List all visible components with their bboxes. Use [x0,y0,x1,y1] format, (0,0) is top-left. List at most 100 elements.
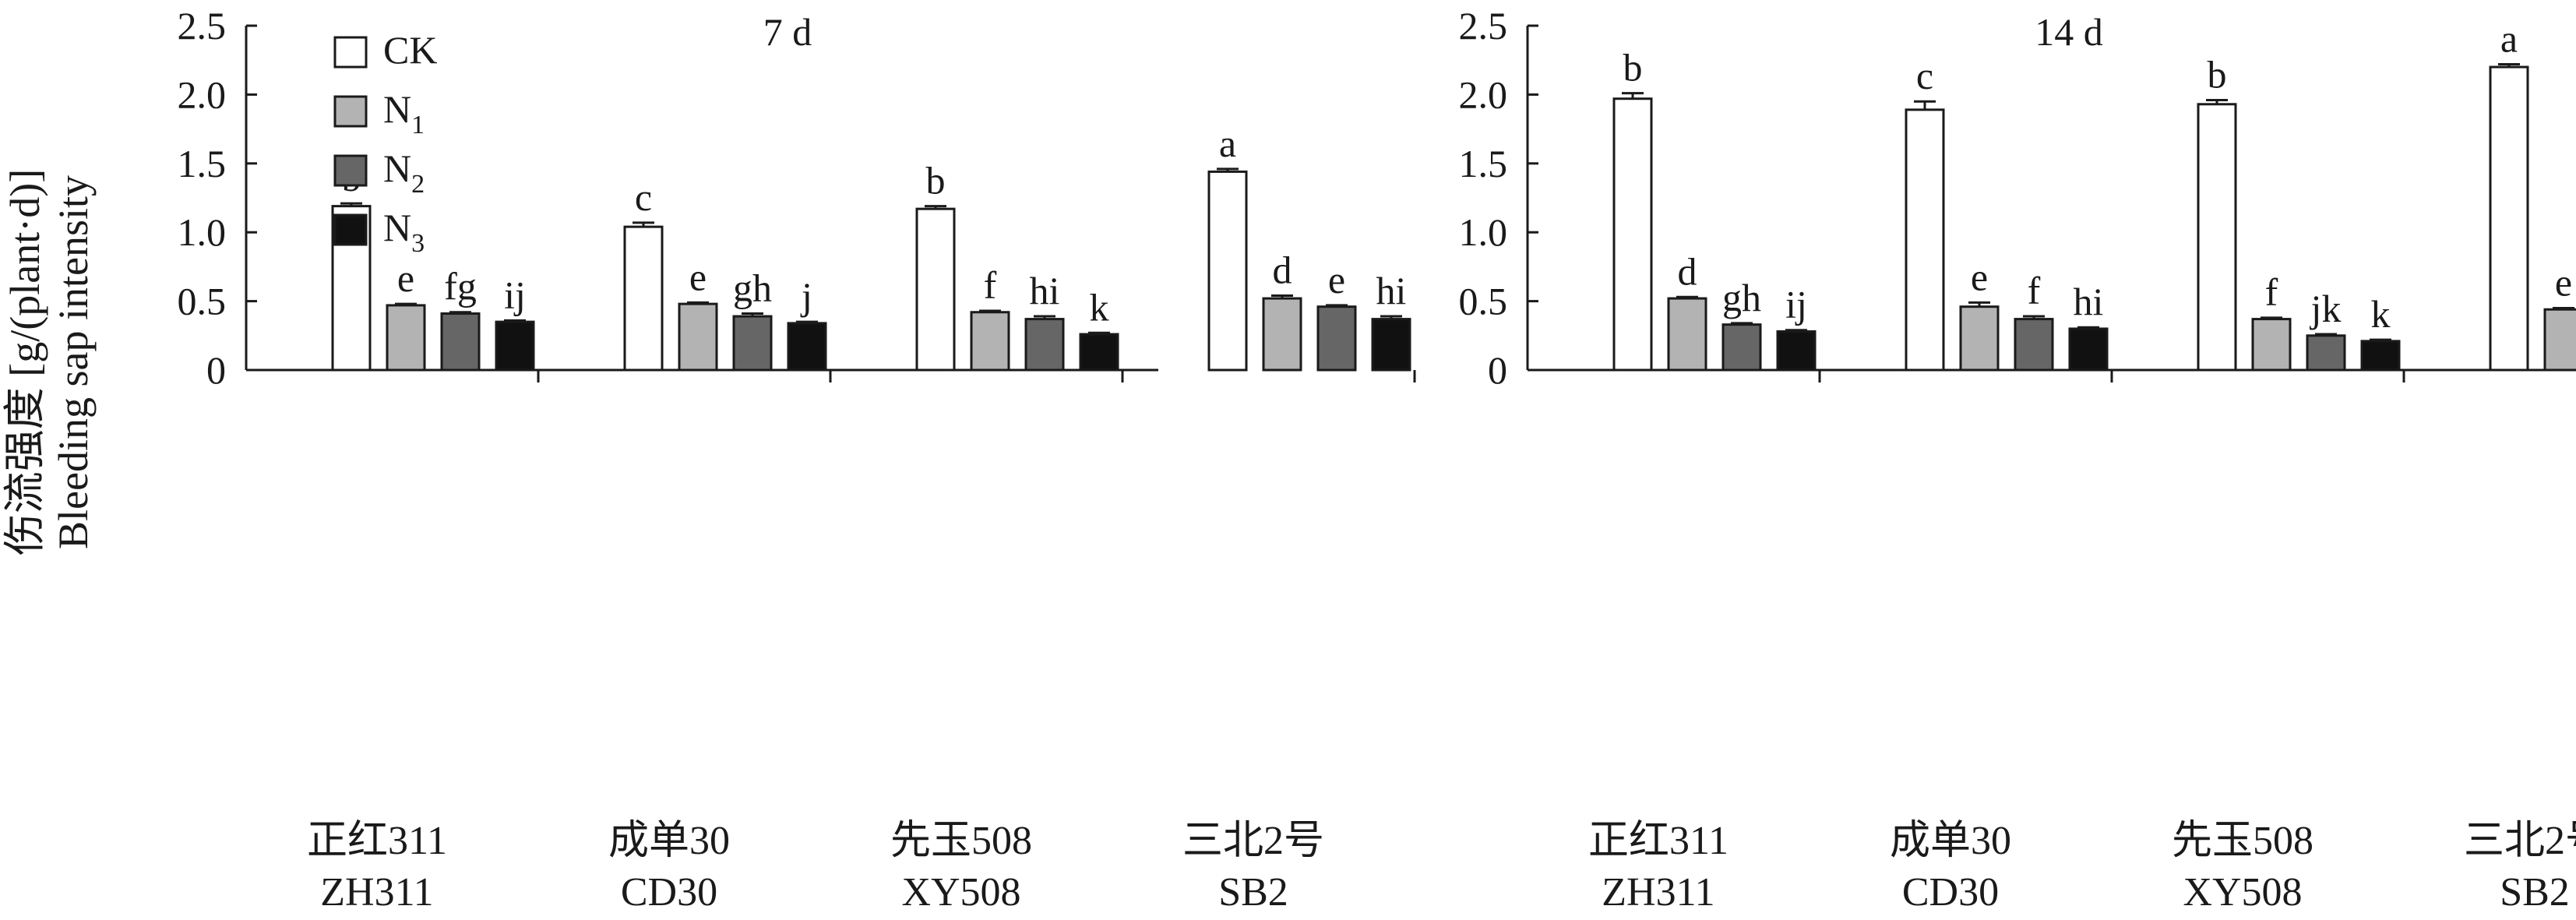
y-tick-label: 0.5 [1459,280,1508,323]
significance-label: a [2500,17,2518,61]
significance-label: b [926,159,946,203]
category-label-cn: 三北2号 [1182,819,1324,863]
significance-label: j [800,274,812,318]
y-tick-label: 2.5 [1459,4,1508,48]
significance-label: jk [2310,287,2342,330]
bar [2543,308,2576,372]
bar [1371,318,1411,372]
legend-label: N3 [383,206,425,258]
bar [440,312,481,372]
significance-label: fg [444,265,477,308]
chart-panel-7d: 0 0.5 1.0 1.5 2.0 2.5 7 d 正红311 ZH311 成单30 CD30 先玉5… [178,4,1416,915]
category-label-en: CD30 [1902,870,1999,915]
legend-swatch [333,95,368,128]
significance-label: f [984,263,997,307]
significance-label: d [1273,249,1292,292]
significance-label: hi [1376,269,1407,312]
bar [2360,340,2401,372]
y-tick-label: 0 [206,348,226,392]
bar [915,207,956,372]
significance-label: k [1090,285,1109,329]
bar [2489,65,2529,372]
bar [732,315,773,372]
category-label-cn: 正红311 [1588,819,1728,863]
category-label-en: XY508 [901,870,1020,915]
chart-title: 7 d [763,10,812,54]
bar [2306,334,2346,372]
significance-label: c [635,175,652,219]
bar [2068,327,2109,372]
category-label-cn: 先玉508 [890,819,1032,863]
bar [1721,323,1762,372]
y-tick-label: 2.0 [1459,72,1508,116]
legend-swatch [333,213,368,246]
category-label-en: SB2 [2500,870,2570,915]
category-label-en: XY508 [2183,870,2302,915]
significance-label: e [397,256,414,300]
legend-swatch [333,154,368,187]
significance-label: c [1916,54,1933,97]
category-label-en: CD30 [621,870,717,915]
legend-label-subscript: 1 [411,111,425,139]
bar [1207,170,1248,372]
bar [2197,103,2237,372]
significance-label: ij [504,273,526,316]
significance-label: a [1219,122,1236,165]
category-label-en: SB2 [1218,870,1288,915]
bar [2251,318,2292,372]
significance-label: b [1623,46,1643,90]
legend-label: CK [383,28,437,72]
legend-label-subscript: 2 [411,170,425,199]
significance-label: e [689,255,707,298]
bar [1612,97,1653,372]
y-tick-label: 0 [1488,348,1507,392]
category-label-en: ZH311 [1602,870,1714,915]
bar [623,225,664,372]
y-axis-title-cn: 伤流强度 [g/(plant·d)] [2,169,48,555]
y-axis-title: 伤流强度 [g/(plant·d)] Bleeding sap intensit… [2,169,97,555]
bar [386,304,426,372]
bar [1667,297,1707,372]
significance-label: e [1328,258,1345,301]
bar [1262,297,1302,372]
category-label-cn: 先玉508 [2172,819,2313,863]
legend: CK N1 N2 N3 [333,28,437,258]
significance-label: e [1971,255,1988,298]
bar [1316,305,1357,372]
bar [1024,318,1065,372]
significance-label: gh [1722,276,1761,319]
significance-label: ij [1785,283,1807,326]
significance-label: hi [1030,269,1060,312]
legend-label-subscript: 3 [411,229,425,258]
category-label-en: ZH311 [320,870,433,915]
significance-label: b [2208,52,2227,96]
y-tick-label: 1.5 [178,142,227,185]
legend-swatch [333,36,368,69]
bar [2014,318,2054,372]
y-axis-title-en: Bleeding sap intensity [50,175,97,549]
category-label-cn: 成单30 [608,819,730,863]
y-tick-label: 2.5 [178,4,227,48]
legend-label: N2 [383,146,425,199]
y-tick-label: 2.0 [178,72,227,116]
significance-label: k [2371,292,2391,336]
bar [1905,108,1945,372]
bar [678,302,718,372]
bar [495,320,535,372]
legend-label: N1 [383,87,425,139]
significance-label: gh [733,266,772,310]
bar [970,311,1010,372]
y-tick-label: 1.0 [178,210,227,254]
significance-label: f [2028,269,2041,312]
chart-title: 14 d [2035,10,2103,54]
chart-panel-14d: 0 0.5 1.0 1.5 2.0 2.5 14 d 正红311 ZH311 成单30 CD30 先玉… [1459,4,2576,915]
significance-label: e [2555,260,2572,304]
category-label-cn: 成单30 [1890,819,2011,863]
bar [1776,330,1817,372]
y-tick-label: 1.0 [1459,210,1508,254]
significance-label: d [1678,249,1697,293]
bar [787,322,827,372]
bar [1079,333,1119,372]
y-tick-label: 0.5 [178,280,227,323]
significance-label: hi [2074,280,2104,323]
